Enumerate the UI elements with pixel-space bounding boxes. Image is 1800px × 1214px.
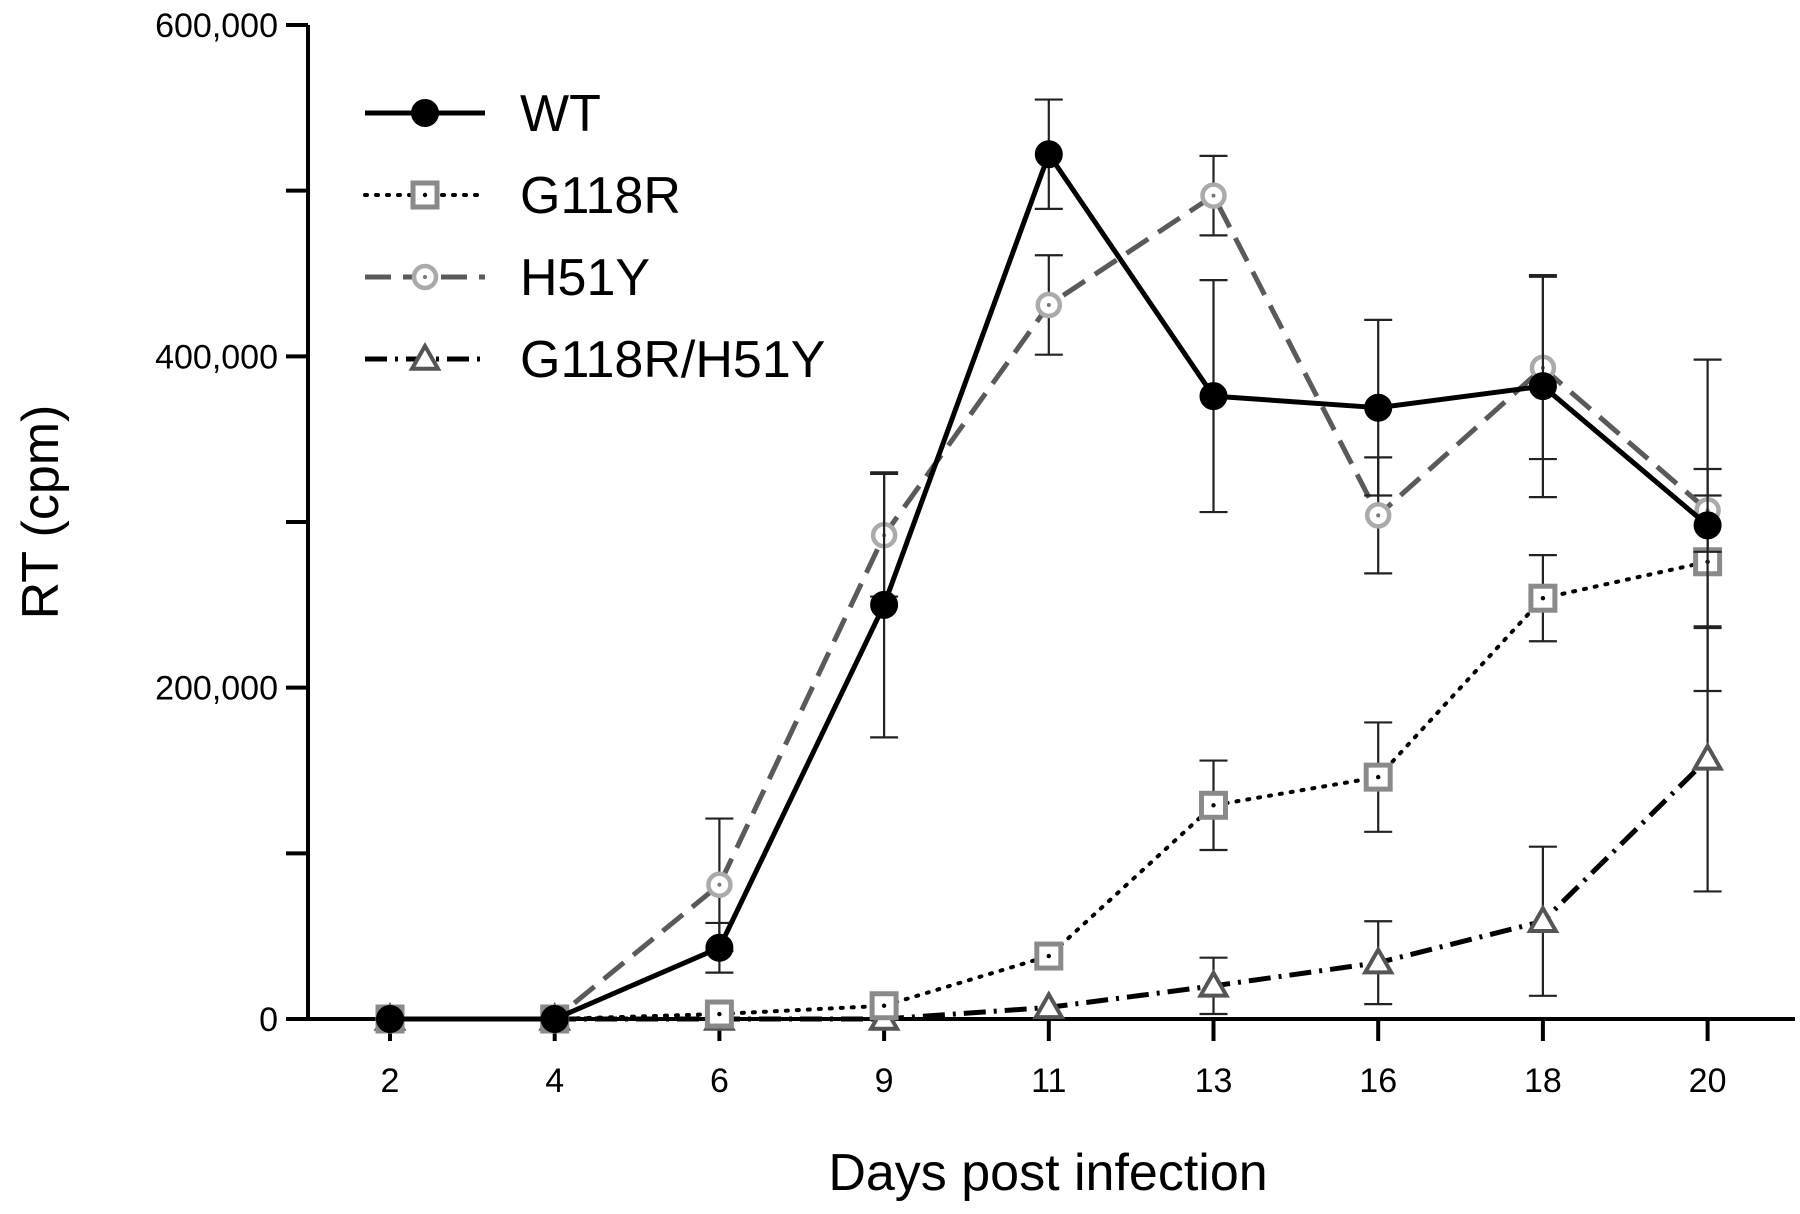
- x-tick-label: 13: [1195, 1062, 1233, 1100]
- legend: WT G118R H51Y G118R/H51Y: [363, 85, 825, 389]
- x-tick-label: 6: [710, 1062, 729, 1100]
- x-axis-ticks: 2 4 6 9 11 13 16 18 20: [381, 1019, 1727, 1100]
- legend-label: H51Y: [520, 249, 650, 307]
- x-tick-label: 16: [1359, 1062, 1397, 1100]
- marker-open-triangle: [1691, 741, 1725, 771]
- x-tick-label: 20: [1689, 1062, 1727, 1100]
- x-tick-label: 11: [1031, 1062, 1066, 1100]
- legend-item: WT: [365, 85, 601, 143]
- marker-center-dot: [423, 275, 427, 279]
- marker-open-triangle: [1361, 945, 1395, 975]
- marker-filled-circle: [376, 1005, 404, 1033]
- marker-center-dot: [1211, 193, 1216, 198]
- marker-open-triangle: [1526, 904, 1560, 934]
- y-tick-label: 600,000: [155, 7, 278, 45]
- marker-open-square: [869, 991, 899, 1021]
- marker-filled-circle: [1528, 372, 1557, 401]
- y-tick-label: 0: [259, 1001, 278, 1039]
- legend-label: WT: [520, 85, 601, 143]
- marker-filled-circle: [1034, 140, 1063, 169]
- marker-center-dot: [717, 882, 722, 887]
- marker-filled-circle: [540, 1005, 569, 1033]
- marker-filled-circle: [411, 99, 439, 127]
- y-axis-ticks: 0 200,000 400,000 600,000: [155, 7, 308, 1039]
- series-line: [390, 757, 1710, 1022]
- marker-open-triangle: [408, 341, 442, 371]
- marker-center-dot: [881, 1003, 887, 1008]
- x-tick-label: 2: [381, 1062, 400, 1100]
- x-tick-label: 9: [875, 1062, 894, 1100]
- y-axis-title: RT (cpm): [12, 405, 70, 620]
- x-tick-label: 18: [1524, 1062, 1562, 1100]
- marker-center-dot: [1376, 513, 1381, 518]
- series-g118r: [375, 494, 1723, 1034]
- marker-open-triangle: [1197, 968, 1230, 998]
- legend-item: G118R: [363, 167, 681, 225]
- x-tick-label: 4: [545, 1062, 564, 1100]
- x-axis-title: Days post infection: [828, 1144, 1267, 1202]
- marker-center-dot: [1540, 596, 1546, 601]
- marker-center-dot: [1046, 302, 1051, 307]
- marker-center-dot: [1046, 953, 1052, 959]
- y-tick-label: 400,000: [155, 338, 278, 376]
- marker-open-triangle: [1032, 990, 1066, 1020]
- legend-label: G118R/H51Y: [520, 331, 825, 389]
- marker-filled-circle: [1693, 511, 1722, 540]
- marker-center-dot: [1376, 774, 1381, 780]
- marker-center-dot: [422, 192, 428, 198]
- legend-item: H51Y: [365, 249, 650, 307]
- legend-label: G118R: [520, 167, 681, 225]
- series-line: [388, 559, 1710, 1021]
- marker-filled-circle: [705, 933, 734, 962]
- y-tick-label: 200,000: [155, 670, 278, 708]
- marker-center-dot: [717, 1011, 722, 1017]
- marker-center-dot: [1211, 803, 1216, 808]
- marker-filled-circle: [870, 590, 899, 619]
- marker-filled-circle: [1364, 393, 1393, 422]
- legend-item: G118R/H51Y: [365, 331, 825, 389]
- series-layer: [373, 98, 1725, 1034]
- series-wt: [376, 98, 1722, 1033]
- marker-filled-circle: [1199, 382, 1228, 411]
